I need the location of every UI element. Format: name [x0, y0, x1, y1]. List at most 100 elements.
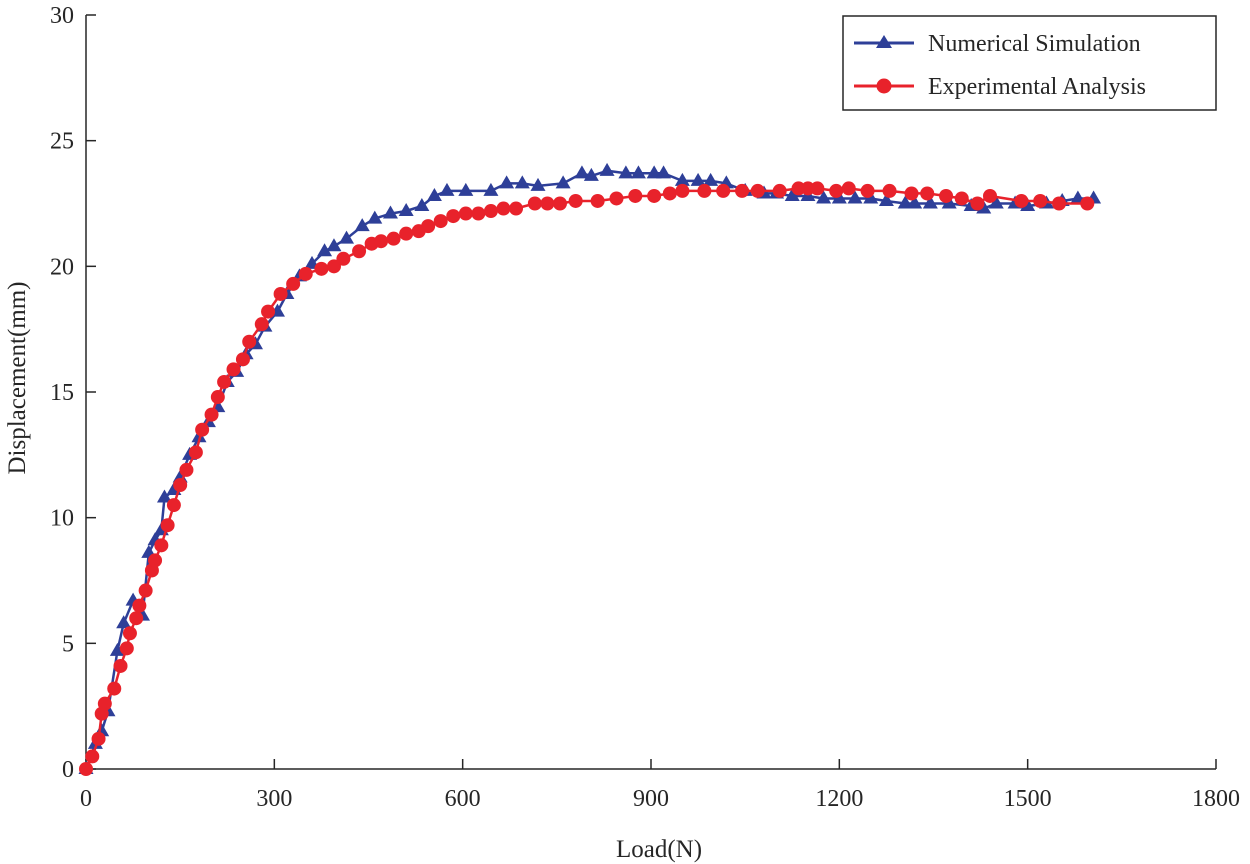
data-point: [675, 183, 690, 198]
data-point: [647, 188, 662, 203]
data-point: [829, 183, 844, 198]
y-tick-label: 5: [62, 631, 74, 657]
data-point: [254, 317, 269, 332]
data-point: [716, 183, 731, 198]
data-point: [458, 206, 473, 221]
data-point: [156, 489, 172, 503]
y-tick-label: 25: [50, 129, 74, 155]
legend: Numerical Simulation Experimental Analys…: [842, 15, 1217, 111]
data-point: [690, 172, 706, 186]
data-point: [399, 226, 414, 241]
data-point: [382, 205, 398, 219]
x-tick-label: 1500: [1004, 786, 1052, 812]
data-point: [314, 261, 329, 276]
data-point: [138, 583, 153, 598]
legend-box: [842, 15, 1217, 111]
axes: [85, 15, 1216, 770]
data-point: [204, 407, 219, 422]
data-point: [970, 196, 985, 211]
data-point: [907, 195, 923, 209]
data-point: [540, 196, 555, 211]
x-tick-label: 1800: [1192, 786, 1240, 812]
data-point: [336, 251, 351, 266]
data-point: [976, 200, 992, 214]
x-tick-label: 900: [633, 786, 669, 812]
data-point: [122, 626, 137, 641]
data-point: [527, 196, 542, 211]
data-point: [810, 181, 825, 196]
data-point: [530, 177, 546, 191]
data-point: [878, 192, 894, 206]
data-point: [784, 187, 800, 201]
data-point: [326, 238, 342, 252]
data-point: [235, 352, 250, 367]
x-tick-label: 1200: [815, 786, 863, 812]
data-point: [703, 172, 719, 186]
y-axis-title: Displacement(mm): [4, 282, 31, 475]
y-tick-label: 15: [50, 380, 74, 406]
y-tick-label: 10: [50, 506, 74, 532]
data-point: [148, 553, 163, 568]
data-point: [1014, 193, 1029, 208]
data-point: [628, 188, 643, 203]
data-point: [954, 191, 969, 206]
data-point: [286, 276, 301, 291]
data-point: [261, 304, 276, 319]
data-point: [367, 210, 383, 224]
data-point: [471, 206, 486, 221]
legend-marker-triangle: [876, 35, 892, 48]
data-point: [483, 182, 499, 196]
data-point: [91, 731, 106, 746]
data-point: [496, 201, 511, 216]
y-tick-label: 30: [50, 3, 74, 29]
data-point: [646, 165, 662, 179]
series-layer: [78, 162, 1102, 776]
data-point: [426, 187, 442, 201]
data-point: [841, 181, 856, 196]
data-point: [109, 642, 125, 656]
data-point: [988, 195, 1004, 209]
data-point: [173, 477, 188, 492]
data-point: [674, 172, 690, 186]
data-point: [352, 244, 367, 259]
data-point: [179, 462, 194, 477]
data-point: [116, 615, 132, 629]
data-point: [242, 334, 257, 349]
x-tick-label: 600: [445, 786, 481, 812]
data-point: [107, 681, 122, 696]
data-point: [226, 362, 241, 377]
data-point: [983, 188, 997, 203]
data-point: [1080, 196, 1095, 211]
data-point: [583, 167, 599, 181]
data-point: [662, 186, 677, 201]
series-line: [84, 187, 1088, 770]
data-point: [398, 203, 414, 217]
x-axis-title: Load(N): [616, 836, 702, 863]
data-point: [922, 195, 938, 209]
data-point: [154, 538, 169, 553]
data-point: [630, 165, 646, 179]
data-point: [882, 183, 897, 198]
data-point: [1020, 198, 1036, 212]
data-point: [816, 190, 832, 204]
data-point: [188, 445, 203, 460]
data-point: [113, 658, 128, 673]
data-point: [339, 230, 355, 244]
data-point: [421, 219, 436, 234]
data-point: [555, 175, 571, 189]
data-point: [119, 641, 134, 656]
data-point: [439, 182, 455, 196]
data-point: [609, 191, 624, 206]
data-point: [79, 762, 93, 776]
data-point: [374, 234, 389, 249]
data-point: [1033, 193, 1048, 208]
data-point: [552, 196, 567, 211]
data-point: [195, 422, 210, 437]
data-point: [499, 175, 515, 189]
ticks: 0 300 600 900 1200 1500 1800 0 5 10 15 20 25 30: [50, 3, 1240, 812]
data-point: [210, 390, 225, 405]
data-point: [433, 214, 448, 229]
data-point: [97, 696, 112, 711]
data-point: [446, 209, 461, 224]
